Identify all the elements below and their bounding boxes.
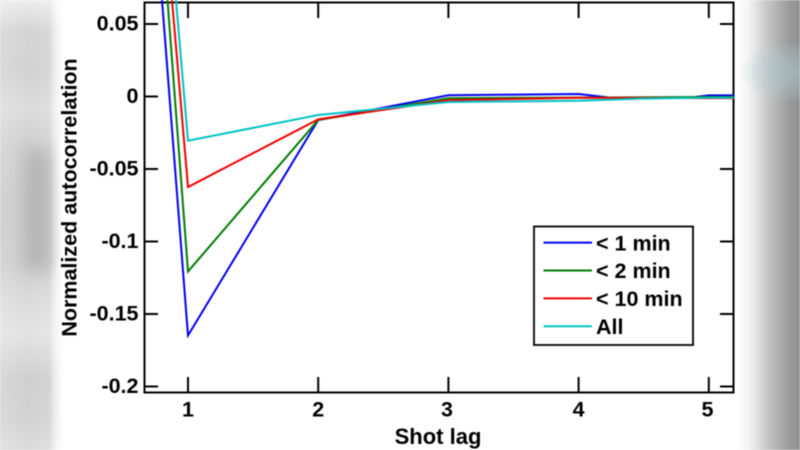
- svg-text:3: 3: [441, 398, 453, 422]
- svg-text:< 2 min: < 2 min: [596, 259, 671, 283]
- svg-text:4: 4: [573, 398, 585, 422]
- svg-text:0: 0: [127, 84, 139, 108]
- svg-text:-0.2: -0.2: [101, 374, 138, 398]
- svg-text:Shot lag: Shot lag: [395, 424, 482, 449]
- svg-text:5: 5: [702, 398, 714, 422]
- svg-text:0.05: 0.05: [97, 11, 139, 35]
- svg-text:< 10 min: < 10 min: [596, 287, 683, 311]
- svg-text:1: 1: [182, 398, 194, 422]
- svg-text:< 1 min: < 1 min: [596, 231, 671, 255]
- svg-text:-0.15: -0.15: [89, 301, 138, 325]
- svg-text:-0.05: -0.05: [89, 156, 138, 180]
- svg-text:All: All: [596, 315, 623, 339]
- svg-text:Normalized autocorrelation: Normalized autocorrelation: [58, 58, 82, 336]
- svg-text:2: 2: [312, 398, 324, 422]
- svg-text:-0.1: -0.1: [101, 229, 138, 253]
